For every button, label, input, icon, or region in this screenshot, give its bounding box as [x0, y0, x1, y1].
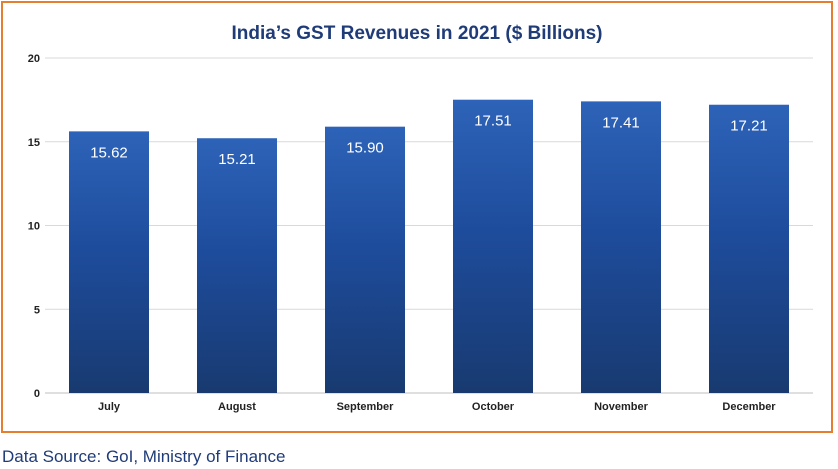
gridlines — [45, 57, 813, 394]
data-source-note: Data Source: GoI, Ministry of Finance — [2, 447, 286, 466]
bars — [69, 99, 789, 394]
x-tick-label-august: August — [218, 401, 256, 413]
chart-title: India’s GST Revenues in 2021 ($ Billions… — [232, 23, 603, 44]
y-tick-label: 0 — [34, 388, 40, 400]
chart-frame: India’s GST Revenues in 2021 ($ Billions… — [1, 1, 833, 433]
y-axis-ticks: 0 5 10 15 20 — [28, 53, 40, 400]
bar-september — [325, 126, 405, 394]
data-labels: 15.62 15.21 15.90 17.51 17.41 17.21 — [90, 113, 768, 169]
bar-october — [453, 99, 533, 394]
x-axis-ticks: July August September October November Decemb… — [98, 401, 776, 413]
data-label-august: 15.21 — [218, 151, 256, 168]
x-tick-label-november: November — [594, 401, 649, 413]
data-label-november: 17.41 — [602, 114, 640, 131]
data-label-september: 15.90 — [346, 140, 384, 157]
data-label-july: 15.62 — [90, 144, 128, 161]
x-tick-label-december: December — [722, 401, 776, 413]
data-label-december: 17.21 — [730, 118, 768, 135]
x-tick-label-september: September — [337, 401, 395, 413]
y-tick-label: 5 — [34, 304, 40, 316]
bar-november — [581, 101, 661, 393]
bar-december — [709, 104, 789, 394]
y-tick-label: 10 — [28, 221, 40, 233]
x-tick-label-july: July — [98, 401, 121, 413]
bar-july — [69, 131, 149, 394]
y-tick-label: 15 — [28, 137, 40, 149]
data-label-october: 17.51 — [474, 113, 512, 130]
bar-chart: India’s GST Revenues in 2021 ($ Billions… — [28, 23, 813, 413]
y-tick-label: 20 — [28, 53, 40, 65]
bar-august — [197, 138, 277, 393]
x-tick-label-october: October — [472, 401, 515, 413]
